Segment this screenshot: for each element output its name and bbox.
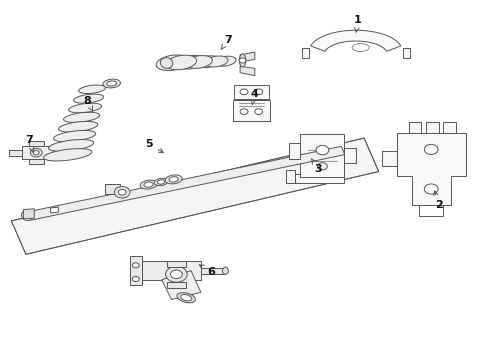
Ellipse shape <box>160 58 173 68</box>
Text: 6: 6 <box>199 265 215 277</box>
Circle shape <box>33 150 39 155</box>
Ellipse shape <box>74 94 104 103</box>
Circle shape <box>424 144 438 154</box>
Polygon shape <box>397 133 466 205</box>
Polygon shape <box>240 52 255 62</box>
Polygon shape <box>201 268 225 274</box>
Ellipse shape <box>154 178 168 186</box>
Ellipse shape <box>239 54 246 67</box>
Circle shape <box>255 89 263 95</box>
Polygon shape <box>162 271 201 300</box>
Polygon shape <box>234 85 269 99</box>
Polygon shape <box>29 159 44 164</box>
Polygon shape <box>300 134 344 177</box>
Circle shape <box>424 184 438 194</box>
Polygon shape <box>311 30 401 51</box>
Ellipse shape <box>177 293 196 303</box>
Polygon shape <box>130 256 142 285</box>
Polygon shape <box>105 184 120 194</box>
Ellipse shape <box>78 85 106 94</box>
Ellipse shape <box>58 121 98 132</box>
Ellipse shape <box>176 55 204 69</box>
Polygon shape <box>50 207 58 213</box>
Ellipse shape <box>144 182 153 187</box>
Ellipse shape <box>215 56 236 66</box>
Polygon shape <box>240 66 255 76</box>
Circle shape <box>132 263 139 268</box>
Ellipse shape <box>186 55 212 68</box>
Polygon shape <box>443 122 456 133</box>
Circle shape <box>255 109 263 114</box>
Ellipse shape <box>69 103 102 113</box>
Polygon shape <box>403 48 410 58</box>
Circle shape <box>132 276 139 282</box>
Polygon shape <box>167 282 186 288</box>
Ellipse shape <box>49 140 94 151</box>
Circle shape <box>166 266 187 282</box>
Polygon shape <box>302 48 309 58</box>
Polygon shape <box>9 150 22 156</box>
Ellipse shape <box>181 294 192 301</box>
Polygon shape <box>22 146 53 159</box>
Circle shape <box>316 145 329 155</box>
Circle shape <box>318 163 327 170</box>
Polygon shape <box>142 261 201 280</box>
Text: 4: 4 <box>251 89 259 104</box>
Ellipse shape <box>169 177 178 182</box>
Polygon shape <box>289 143 300 159</box>
Ellipse shape <box>44 149 92 161</box>
Polygon shape <box>409 122 421 133</box>
Circle shape <box>114 186 130 198</box>
Polygon shape <box>233 100 270 121</box>
Ellipse shape <box>165 175 182 184</box>
Ellipse shape <box>156 55 189 71</box>
Polygon shape <box>382 151 397 166</box>
Ellipse shape <box>107 81 117 86</box>
Circle shape <box>240 109 248 114</box>
Ellipse shape <box>222 267 228 274</box>
Text: 3: 3 <box>312 159 322 174</box>
Polygon shape <box>11 138 379 254</box>
Text: 2: 2 <box>434 191 442 210</box>
Ellipse shape <box>22 211 32 221</box>
Ellipse shape <box>352 44 369 51</box>
Text: 7: 7 <box>221 35 232 50</box>
Polygon shape <box>29 141 44 146</box>
Polygon shape <box>344 148 356 163</box>
Ellipse shape <box>196 56 220 68</box>
Polygon shape <box>167 261 186 267</box>
Ellipse shape <box>166 55 196 70</box>
Ellipse shape <box>53 130 96 142</box>
Circle shape <box>171 270 182 279</box>
Polygon shape <box>426 122 439 133</box>
Circle shape <box>30 148 42 157</box>
Ellipse shape <box>103 79 121 88</box>
Text: 7: 7 <box>25 135 34 152</box>
Polygon shape <box>295 174 344 183</box>
Ellipse shape <box>140 180 157 189</box>
Ellipse shape <box>157 180 165 184</box>
Text: 1: 1 <box>354 15 362 32</box>
Polygon shape <box>24 209 34 219</box>
Circle shape <box>118 189 126 195</box>
Polygon shape <box>286 170 295 183</box>
Circle shape <box>240 89 248 95</box>
Circle shape <box>239 58 246 63</box>
Ellipse shape <box>205 56 228 67</box>
Polygon shape <box>28 146 344 220</box>
Text: 8: 8 <box>83 96 93 111</box>
Polygon shape <box>419 205 443 216</box>
Ellipse shape <box>64 112 99 122</box>
Text: 5: 5 <box>146 139 163 153</box>
